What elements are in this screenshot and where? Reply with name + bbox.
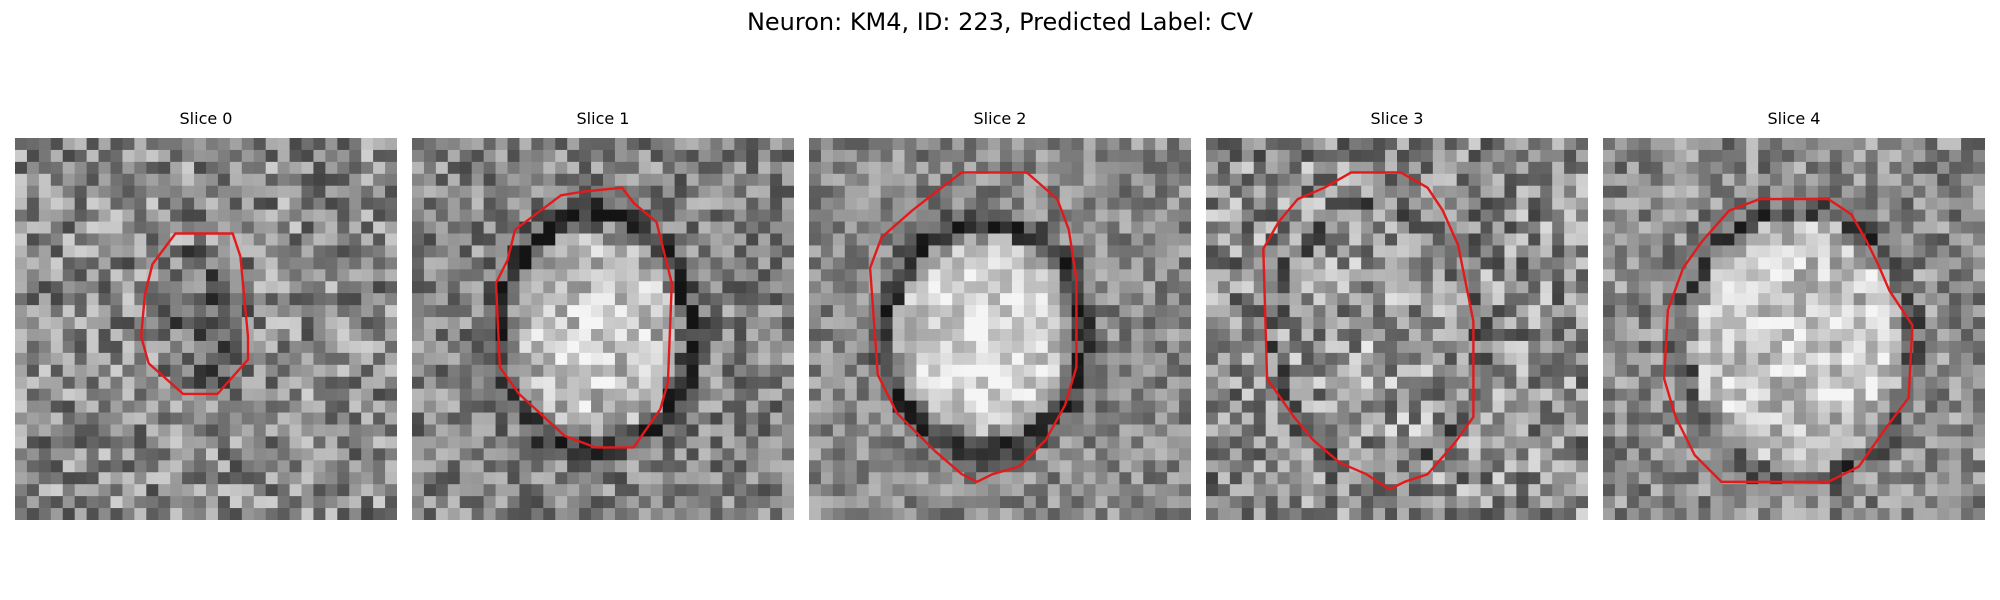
slice-panel-1: Slice 1 — [412, 110, 794, 520]
slice-panel-3: Slice 3 — [1206, 110, 1588, 520]
slice-title-4: Slice 4 — [1767, 109, 1821, 128]
slice-panel-0: Slice 0 — [15, 110, 397, 520]
slice-canvas-4 — [1603, 138, 1985, 520]
slice-canvas-1 — [412, 138, 794, 520]
slice-title-2: Slice 2 — [973, 109, 1027, 128]
slice-canvas-2 — [809, 138, 1191, 520]
figure-title: Neuron: KM4, ID: 223, Predicted Label: C… — [746, 8, 1254, 36]
slice-canvas-0 — [15, 138, 397, 520]
slice-title-0: Slice 0 — [179, 109, 233, 128]
slice-panel-2: Slice 2 — [809, 110, 1191, 520]
slice-image-2 — [809, 138, 1191, 520]
slice-image-1 — [412, 138, 794, 520]
segmentation-outline — [139, 232, 250, 396]
segmentation-outline — [494, 186, 673, 449]
segmentation-outline — [1262, 171, 1475, 491]
slice-image-4 — [1603, 138, 1985, 520]
slice-title-3: Slice 3 — [1370, 109, 1424, 128]
segmentation-outline — [868, 171, 1078, 483]
slice-image-3 — [1206, 138, 1588, 520]
slice-title-1: Slice 1 — [576, 109, 630, 128]
segmentation-outline — [1662, 197, 1914, 483]
slice-image-0 — [15, 138, 397, 520]
slice-canvas-3 — [1206, 138, 1588, 520]
slice-panel-4: Slice 4 — [1603, 110, 1985, 520]
